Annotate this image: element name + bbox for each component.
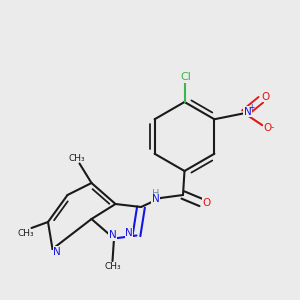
Text: H: H <box>152 189 159 200</box>
Text: -: - <box>271 123 274 132</box>
Text: +: + <box>248 103 254 112</box>
Text: N: N <box>53 247 61 257</box>
Text: N: N <box>125 227 133 238</box>
Text: N: N <box>152 194 160 205</box>
Text: O: O <box>202 197 211 208</box>
Text: Cl: Cl <box>181 72 191 82</box>
Text: N: N <box>244 107 251 117</box>
Text: N: N <box>109 230 116 241</box>
Text: CH₃: CH₃ <box>104 262 121 271</box>
Text: O: O <box>262 92 270 102</box>
Text: CH₃: CH₃ <box>68 154 85 163</box>
Text: CH₃: CH₃ <box>17 229 34 238</box>
Text: O: O <box>263 123 271 133</box>
